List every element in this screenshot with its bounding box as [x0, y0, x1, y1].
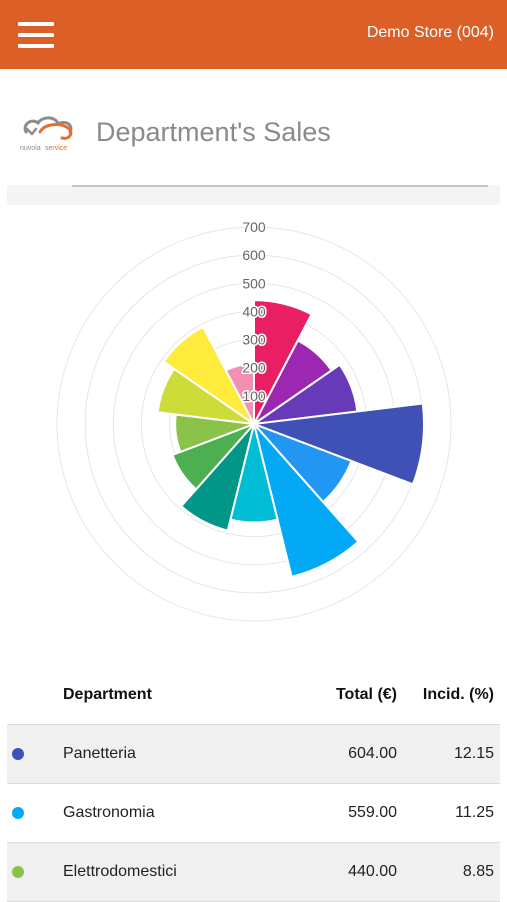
app-header: Demo Store (004) [0, 0, 507, 69]
department-incid: 11.25 [455, 804, 494, 821]
color-dot [12, 807, 24, 819]
table-row[interactable]: Gastronomia 559.00 11.25 [7, 784, 500, 843]
chart-slice[interactable] [253, 299, 313, 425]
divider [72, 185, 488, 187]
grid-ring [56, 226, 452, 622]
header-total[interactable]: Total (€) [335, 686, 397, 703]
chart-slice[interactable] [179, 423, 255, 532]
chart-tick-labels: 100 200 300 400 500 600 700 [241, 218, 268, 406]
chart-slices [156, 299, 425, 578]
polar-area-chart: 100 200 300 400 500 600 700 [56, 218, 452, 622]
department-incid: 12.15 [453, 745, 494, 762]
tick-label: 300 [242, 332, 266, 348]
nuvola-service-logo: nuvola service [20, 116, 73, 152]
tick-label: 500 [242, 275, 266, 291]
table-header: Department Total (€) Incid. (%) [7, 666, 500, 725]
chart-slice[interactable] [253, 423, 360, 578]
tick-label: 600 [242, 247, 266, 263]
color-dot [12, 748, 24, 760]
department-name: Gastronomia [63, 804, 155, 821]
svg-text:service: service [45, 145, 67, 152]
chart-card-top [7, 185, 500, 205]
page-title: Department's Sales [96, 117, 331, 147]
chart-slice[interactable] [253, 402, 425, 486]
table-row[interactable]: Elettrodomestici 440.00 8.85 [7, 843, 500, 902]
tick-label: 200 [242, 360, 266, 376]
chart-slice[interactable] [171, 423, 255, 491]
color-dot [12, 866, 24, 878]
department-table: Department Total (€) Incid. (%) Panetter… [7, 666, 500, 902]
department-total: 559.00 [348, 804, 397, 821]
svg-text:nuvola: nuvola [20, 145, 41, 152]
department-name: Panetteria [63, 745, 136, 762]
department-total: 440.00 [348, 863, 397, 880]
department-name: Elettrodomestici [63, 863, 177, 880]
header-incid[interactable]: Incid. (%) [422, 686, 494, 703]
tick-label: 700 [242, 219, 266, 235]
tick-label: 400 [242, 303, 266, 319]
chart-slice[interactable] [162, 325, 255, 425]
header-department[interactable]: Department [63, 686, 152, 703]
menu-icon[interactable] [18, 22, 54, 48]
store-name[interactable]: Demo Store (004) [366, 24, 494, 41]
chart-slice[interactable] [224, 362, 255, 425]
department-incid: 8.85 [462, 863, 494, 880]
table-row[interactable]: Panetteria 604.00 12.15 [7, 725, 500, 784]
tick-label: 100 [242, 388, 266, 404]
department-total: 604.00 [348, 745, 397, 762]
